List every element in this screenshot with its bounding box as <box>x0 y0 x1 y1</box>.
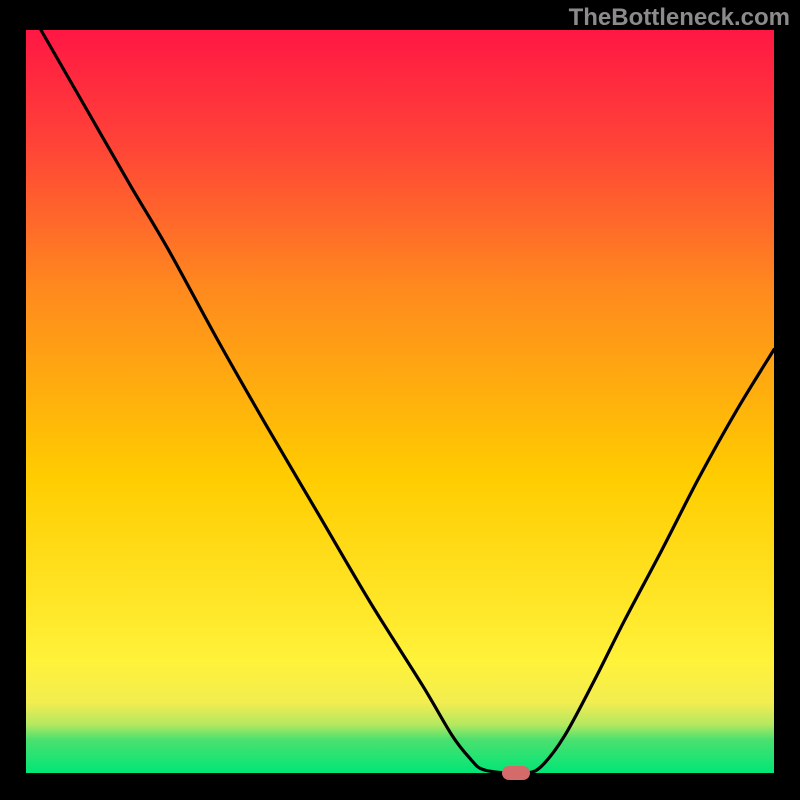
optimal-marker <box>502 766 530 780</box>
chart-frame: TheBottleneck.com <box>0 0 800 800</box>
bottleneck-curve <box>0 0 800 800</box>
